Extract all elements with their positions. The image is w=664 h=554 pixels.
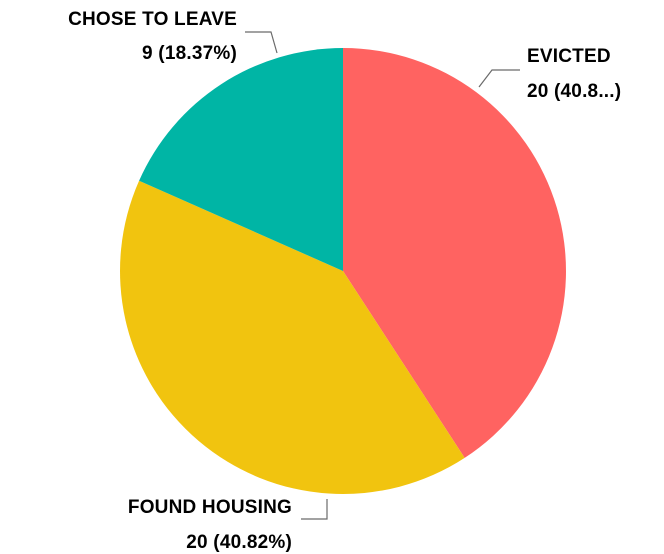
slice-label-found-housing-name: FOUND HOUSING bbox=[128, 497, 292, 518]
pie-slice-evicted[interactable] bbox=[343, 48, 566, 458]
slice-label-evicted-name: EVICTED bbox=[527, 46, 611, 67]
slice-label-chose-to-leave: CHOSE TO LEAVE 9 (18.37%) bbox=[68, 9, 278, 64]
pie-slice-found-housing[interactable] bbox=[120, 180, 465, 494]
slice-label-found-housing: FOUND HOUSING 20 (40.82%) bbox=[128, 497, 328, 553]
leader-line-evicted bbox=[478, 69, 520, 88]
slice-label-evicted-value: 20 (40.8...) bbox=[527, 81, 621, 102]
slice-label-chose-to-leave-value: 9 (18.37%) bbox=[142, 43, 237, 64]
leader-line-chose-to-leave bbox=[245, 31, 278, 54]
pie-slice-chose-to-leave[interactable] bbox=[139, 48, 343, 271]
slice-label-chose-to-leave-name: CHOSE TO LEAVE bbox=[68, 9, 237, 30]
pie-slices bbox=[120, 48, 566, 494]
slice-label-evicted: EVICTED 20 (40.8...) bbox=[478, 46, 621, 102]
leader-line-found-housing bbox=[301, 499, 328, 520]
slice-label-found-housing-value: 20 (40.82%) bbox=[186, 532, 292, 553]
